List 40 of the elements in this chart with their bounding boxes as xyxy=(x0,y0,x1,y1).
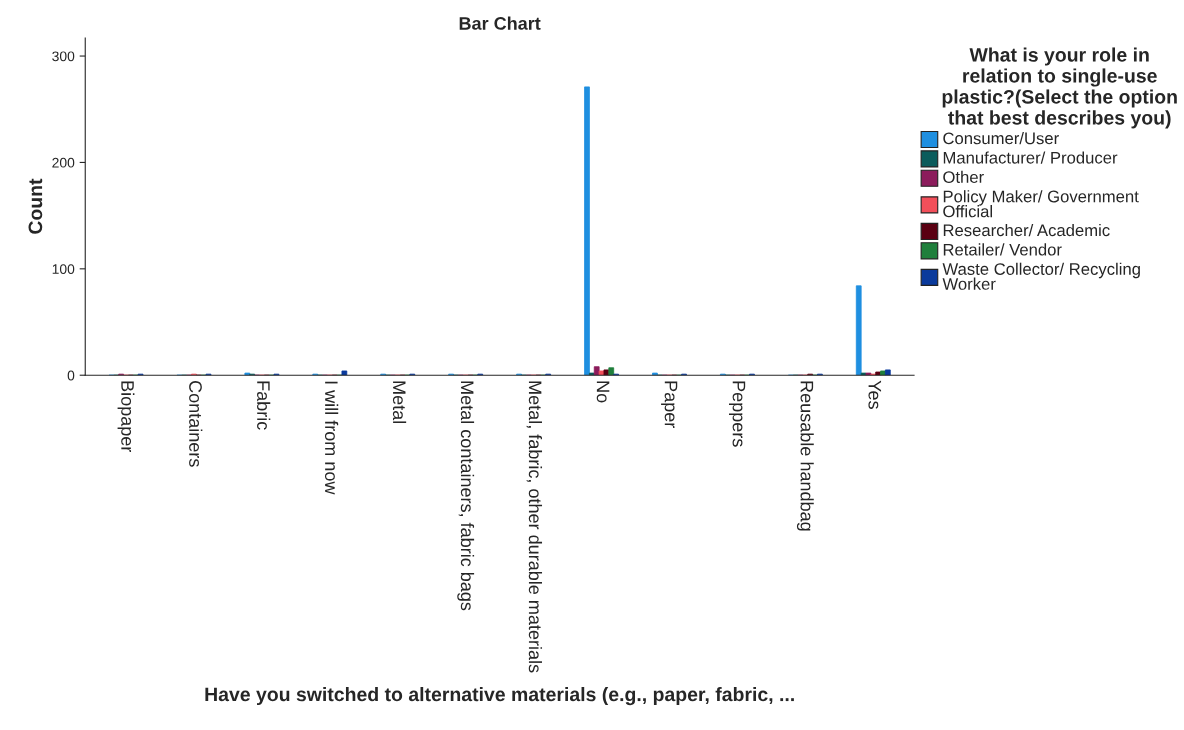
x-tick-label: Peppers xyxy=(729,381,746,447)
bar xyxy=(865,372,872,376)
x-tick-label: Metal, fabric, other durable materials xyxy=(526,381,543,673)
x-tick-label: Yes xyxy=(868,380,882,409)
x-tick-label: Fabric xyxy=(257,381,271,430)
x-tick-label: Paper xyxy=(661,381,678,428)
legend-label: Researcher/ Academic xyxy=(943,223,1110,237)
x-tick-label: Reusable handbag xyxy=(796,381,814,531)
chart-title: Bar Chart xyxy=(459,16,541,30)
x-tick-label: Metal containers, fabric bags xyxy=(457,381,475,611)
bar xyxy=(855,285,862,376)
bar xyxy=(885,369,891,376)
bar xyxy=(341,370,348,376)
bar xyxy=(603,369,610,376)
legend-title: What is your role in relation to single-use plastic?(Select the option that best describes you) xyxy=(942,47,1177,129)
legend-label: Consumer/User xyxy=(943,132,1059,145)
x-tick-label: Biopaper xyxy=(117,381,135,453)
bar xyxy=(652,372,658,376)
bar xyxy=(584,86,590,376)
bar xyxy=(880,370,886,376)
y-axis-title: Count xyxy=(28,178,43,234)
x-tick-label: I will from now xyxy=(324,381,339,495)
legend-label: Retailer/ Vendor xyxy=(943,243,1062,256)
legend-label: Waste Collector/ Recycling Worker xyxy=(942,262,1140,290)
x-axis-title: Have you switched to alternative materials (e.g., paper, fabric, ... xyxy=(205,686,794,706)
x-tick-label: No xyxy=(596,381,610,403)
x-tick-label: Metal xyxy=(392,381,407,424)
x-tick-label: Containers xyxy=(189,381,203,467)
bar xyxy=(608,367,615,376)
legend-label: Policy Maker/ Government Official xyxy=(943,190,1139,218)
bar xyxy=(875,371,881,376)
bar xyxy=(589,372,595,376)
bar xyxy=(598,370,605,376)
y-tick-label: 300 xyxy=(52,51,75,62)
y-tick-label: 100 xyxy=(52,264,75,274)
legend-label: Manufacturer/ Producer xyxy=(943,151,1118,164)
y-tick-label: 0 xyxy=(67,370,75,381)
y-tick-label: 200 xyxy=(52,157,75,168)
bar xyxy=(244,372,251,376)
legend-label: Other xyxy=(943,170,984,184)
